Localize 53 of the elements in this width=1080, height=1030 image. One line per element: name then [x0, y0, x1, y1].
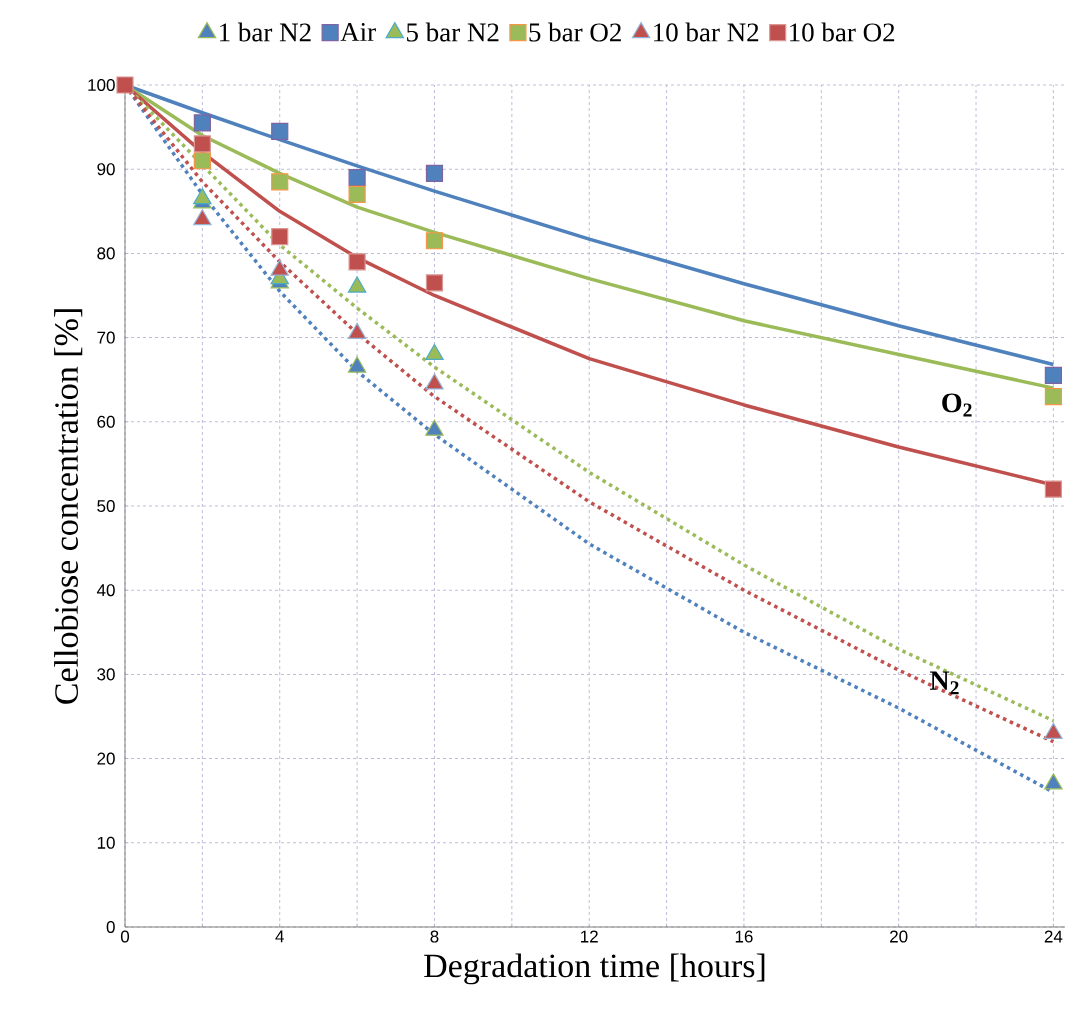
point: [425, 274, 444, 292]
legend-label: 1 bar N2: [220, 22, 311, 42]
point: [348, 185, 366, 204]
point: [193, 152, 211, 170]
point: [116, 76, 134, 94]
y-tick-label: 100: [88, 78, 115, 92]
y-tick-label: 10: [97, 836, 115, 849]
legend-label: 10 bar O2: [790, 22, 895, 42]
y-tick-label: 20: [97, 752, 115, 765]
point: [271, 173, 289, 191]
legend-label: 5 bar N2: [407, 22, 499, 42]
point: [271, 227, 289, 246]
point: [1044, 480, 1062, 498]
point: [271, 122, 289, 140]
point: [193, 209, 212, 226]
annotation: N$_{2}$: [929, 671, 959, 695]
y-tick-label: 50: [97, 499, 115, 513]
y-tick-label: 60: [97, 415, 115, 428]
x-tick-label: 8: [430, 930, 439, 943]
y-tick-label: 90: [97, 163, 115, 176]
x-tick-label: 16: [735, 930, 753, 943]
legend-label: 5 bar O2: [529, 22, 621, 42]
point: [1044, 366, 1062, 385]
y-tick-label: 0: [106, 920, 115, 934]
y-tick-label: 70: [97, 331, 115, 344]
point: [425, 343, 444, 361]
point: [425, 373, 444, 390]
point: [270, 259, 289, 276]
x-tick-label: 20: [890, 930, 908, 943]
y-tick-label: 80: [97, 247, 115, 260]
legend-label: 10 bar N2: [654, 22, 759, 42]
y-tick-label: 30: [97, 668, 115, 681]
point: [425, 419, 444, 436]
y-tick-label: 40: [96, 584, 115, 597]
point: [193, 135, 211, 153]
x-tick-label: 4: [275, 930, 284, 943]
point: [193, 188, 212, 205]
point: [347, 276, 367, 293]
x-axis-title: Degradation time [hours]: [424, 953, 765, 985]
point: [193, 114, 211, 132]
x-tick-label: 0: [120, 930, 130, 943]
legend-label: Air: [340, 22, 376, 41]
point: [347, 322, 367, 339]
point: [348, 253, 366, 271]
point: [425, 232, 444, 250]
y-axis-title: Cellobiose concentration [%]: [54, 309, 83, 704]
point: [348, 169, 366, 187]
x-tick-label: 24: [1044, 930, 1063, 943]
x-tick-label: 12: [581, 930, 598, 943]
annotation: O$_{2}$: [942, 393, 972, 417]
point: [347, 356, 367, 373]
point: [425, 164, 444, 182]
point: [1044, 387, 1062, 406]
